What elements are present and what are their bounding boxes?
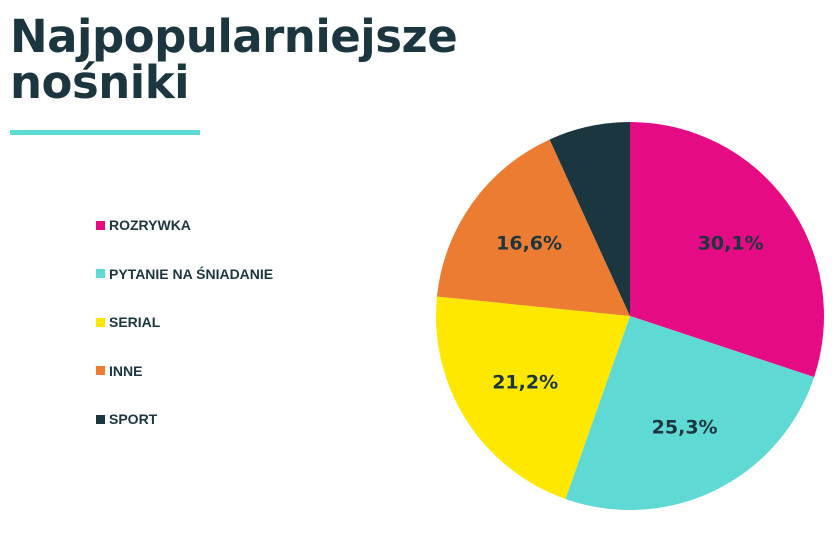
legend-item: PYTANIE NA ŚNIADANIE — [96, 263, 273, 285]
legend-swatch — [96, 366, 105, 375]
page-title-line-1: Najpopularniejsze — [10, 10, 458, 63]
chart-legend: ROZRYWKA PYTANIE NA ŚNIADANIE SERIAL INNE SP… — [96, 214, 273, 457]
pie-chart: 30,1% 25,3% 21,2% 16,6% 6,8% — [435, 122, 824, 511]
legend-swatch — [96, 414, 105, 424]
pie-slice — [436, 139, 630, 316]
legend-label: SPORT — [109, 411, 158, 427]
legend-swatch — [96, 317, 105, 327]
page-title-line-2: nośniki — [10, 56, 190, 109]
legend-label: SERIAL — [109, 314, 161, 330]
pie-slice — [549, 122, 630, 316]
pie-slice — [435, 296, 630, 499]
slice-label: 16,6% — [496, 233, 562, 255]
page-title: Najpopularniejsze nośniki — [10, 10, 458, 109]
slice-label: 6,8% — [576, 155, 618, 173]
legend-swatch — [96, 220, 105, 230]
legend-item: INNE — [96, 360, 273, 382]
legend-swatch — [96, 269, 105, 278]
legend-item: SPORT — [96, 408, 273, 430]
legend-item: SERIAL — [96, 311, 273, 333]
legend-label: INNE — [109, 362, 143, 379]
slice-label: 21,2% — [492, 372, 558, 394]
slice-label: 25,3% — [652, 416, 718, 438]
pie-slice — [630, 122, 824, 378]
legend-label: PYTANIE NA ŚNIADANIE — [109, 265, 274, 282]
legend-item: ROZRYWKA — [96, 214, 273, 236]
pie-slice — [565, 316, 815, 511]
slice-label: 30,1% — [698, 232, 764, 254]
legend-label: ROZRYWKA — [109, 217, 191, 233]
title-underline — [10, 130, 200, 135]
